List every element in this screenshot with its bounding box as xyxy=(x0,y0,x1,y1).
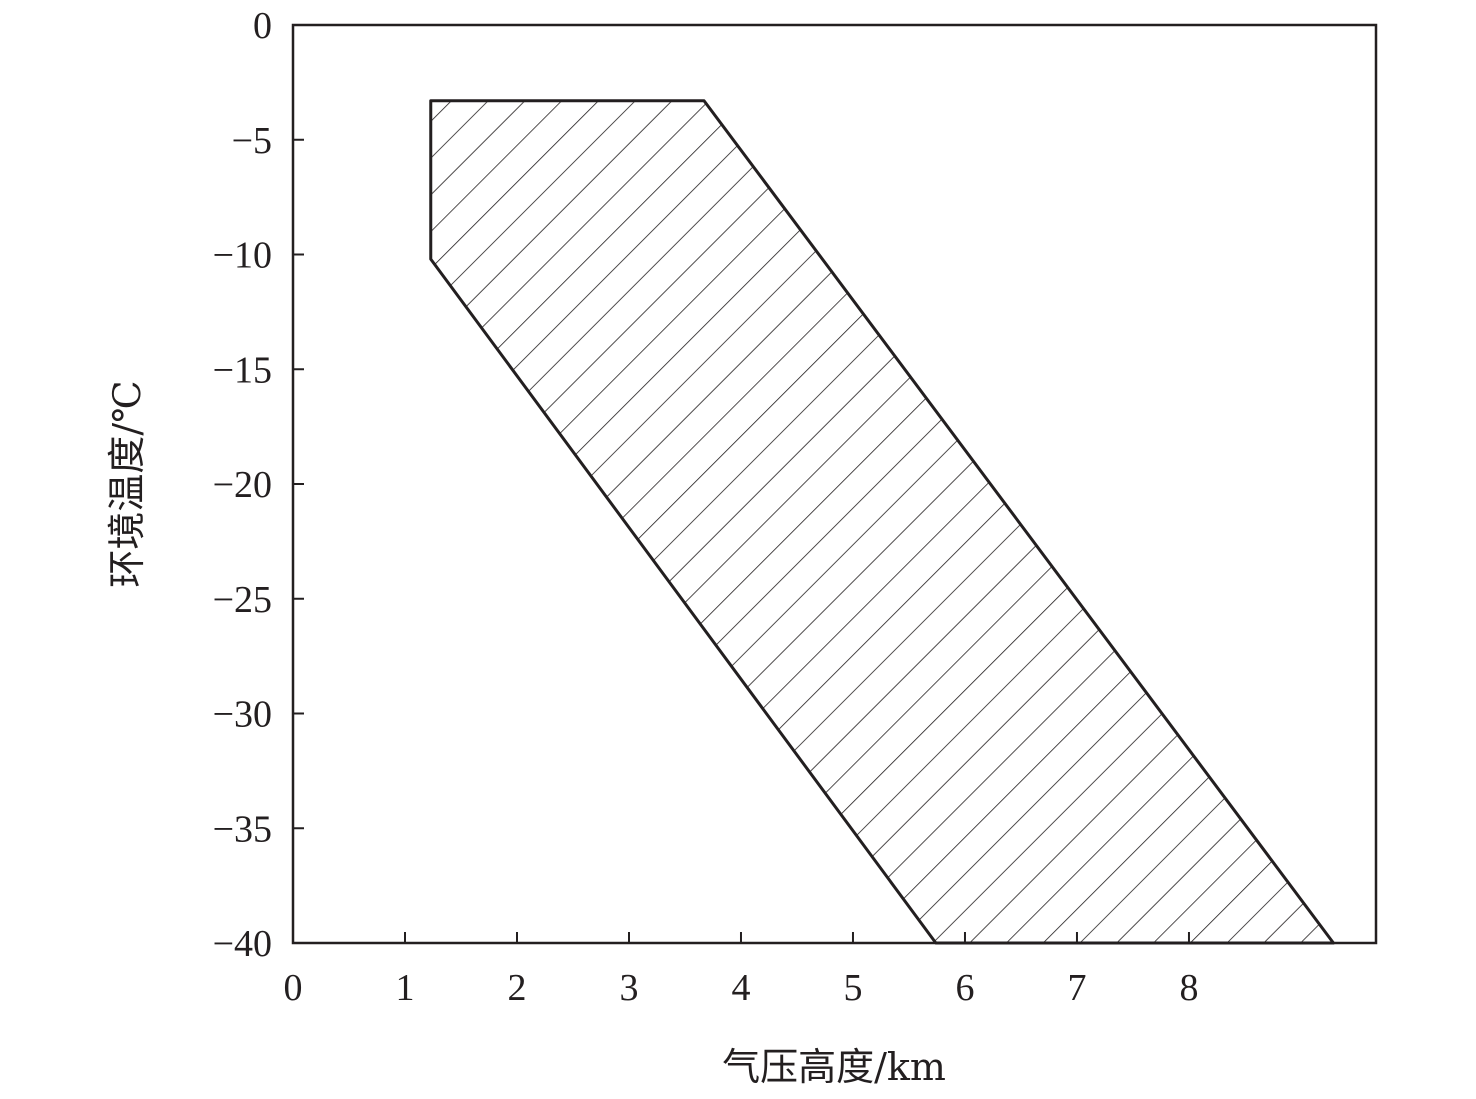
x-tick-label: 0 xyxy=(284,967,303,1009)
y-tick-label: −15 xyxy=(213,349,272,391)
y-tick-label: −40 xyxy=(213,923,272,965)
x-tick-label: 6 xyxy=(955,967,974,1009)
y-tick-label: −25 xyxy=(213,579,272,621)
y-tick-label: −20 xyxy=(213,464,272,506)
y-tick-label: 0 xyxy=(253,5,272,47)
y-tick-label: −5 xyxy=(232,120,272,162)
y-tick-label: −30 xyxy=(213,694,272,736)
x-tick-label: 7 xyxy=(1067,967,1086,1009)
x-tick-label: 1 xyxy=(395,967,414,1009)
x-tick-label: 2 xyxy=(507,967,526,1009)
x-tick-label: 3 xyxy=(619,967,638,1009)
x-tick-label: 4 xyxy=(731,967,750,1009)
x-axis-label: 气压高度/km xyxy=(722,1045,946,1089)
hatched-region xyxy=(429,99,1335,945)
y-axis-label: 环境温度/℃ xyxy=(105,380,149,587)
x-tick-label: 5 xyxy=(843,967,862,1009)
y-tick-label: −35 xyxy=(213,808,272,850)
y-tick-label: −10 xyxy=(213,235,272,277)
x-tick-label: 8 xyxy=(1179,967,1198,1009)
